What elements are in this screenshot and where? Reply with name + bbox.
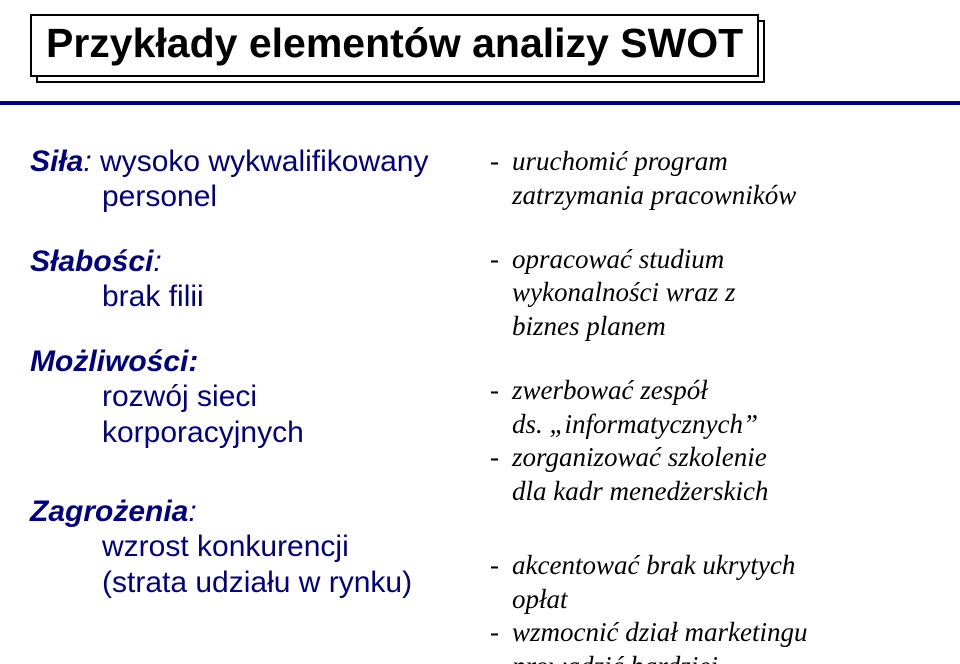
- sub-sila: personel: [102, 179, 490, 215]
- rblock-1: -uruchomić program zatrzymania pracownik…: [490, 145, 930, 213]
- tail-sila: wysoko wykwalifikowany: [92, 145, 429, 178]
- sub2-zagrozenia: (strata udziału w rynku): [102, 565, 490, 601]
- colon-zagrozenia: :: [188, 495, 196, 528]
- txt-3-2: ds. „informatycznych”: [512, 408, 930, 442]
- title-underline: [0, 101, 960, 105]
- txt-3-1: zwerbować zespół: [512, 374, 930, 408]
- txt-2-2: wykonalności wraz z: [512, 276, 930, 310]
- slide-title: Przykłady elementów analizy SWOT: [30, 14, 759, 77]
- title-wrap: Przykłady elementów analizy SWOT: [30, 14, 759, 77]
- dash-icon: -: [490, 616, 512, 650]
- txt-4-4: prowadzić bardziej: [512, 650, 930, 664]
- li-2-1: -opracować studium: [490, 243, 930, 277]
- content: Siła: wysoko wykwalifikowany personel Sł…: [30, 145, 930, 664]
- block-zagrozenia: Zagrożenia: wzrost konkurencji (strata u…: [30, 495, 490, 601]
- dash-icon: -: [490, 243, 512, 277]
- label-mozliwosci: Możliwości:: [30, 345, 198, 378]
- dash-icon: -: [490, 441, 512, 475]
- txt-1-1: uruchomić program: [512, 145, 930, 179]
- txt-3-4: dla kadr menedżerskich: [512, 475, 930, 509]
- txt-3-3: zorganizować szkolenie: [512, 441, 930, 475]
- txt-1-2: zatrzymania pracowników: [512, 179, 930, 213]
- txt-4-1: akcentować brak ukrytych: [512, 549, 930, 583]
- block-mozliwosci: Możliwości: rozwój sieci korporacyjnych: [30, 345, 490, 451]
- colon-slabosci: :: [153, 245, 161, 278]
- label-sila: Siła: [30, 145, 83, 178]
- li-3-1: -zwerbować zespół: [490, 374, 930, 408]
- heading-zagrozenia: Zagrożenia:: [30, 495, 490, 529]
- label-zagrozenia: Zagrożenia: [30, 495, 188, 528]
- dash-icon: -: [490, 549, 512, 583]
- txt-4-3: wzmocnić dział marketingu: [512, 616, 930, 650]
- sub1-mozliwosci: rozwój sieci: [102, 379, 490, 415]
- sub-slabosci: brak filii: [102, 279, 490, 315]
- right-column: -uruchomić program zatrzymania pracownik…: [490, 145, 930, 664]
- li-1-1: -uruchomić program: [490, 145, 930, 179]
- txt-2-3: biznes planem: [512, 310, 930, 344]
- li-4-1: -akcentować brak ukrytych: [490, 549, 930, 583]
- colon-sila: :: [83, 145, 91, 178]
- label-slabosci: Słabości: [30, 245, 153, 278]
- block-sila: Siła: wysoko wykwalifikowany personel: [30, 145, 490, 215]
- txt-4-2: opłat: [512, 583, 930, 617]
- dash-icon: -: [490, 374, 512, 408]
- block-slabosci: Słabości: brak filii: [30, 245, 490, 315]
- heading-slabosci: Słabości:: [30, 245, 490, 279]
- sub2-mozliwosci: korporacyjnych: [102, 415, 490, 451]
- heading-mozliwosci: Możliwości:: [30, 345, 490, 379]
- rblock-4: -akcentować brak ukrytych opłat -wzmocni…: [490, 549, 930, 664]
- li-3-3: -zorganizować szkolenie: [490, 441, 930, 475]
- heading-sila: Siła: wysoko wykwalifikowany: [30, 145, 490, 179]
- rblock-2: -opracować studium wykonalności wraz z b…: [490, 243, 930, 344]
- left-column: Siła: wysoko wykwalifikowany personel Sł…: [30, 145, 490, 664]
- txt-2-1: opracować studium: [512, 243, 930, 277]
- sub1-zagrozenia: wzrost konkurencji: [102, 529, 490, 565]
- li-4-3: -wzmocnić dział marketingu: [490, 616, 930, 650]
- rblock-3: -zwerbować zespół ds. „informatycznych” …: [490, 374, 930, 509]
- dash-icon: -: [490, 145, 512, 179]
- slide: Przykłady elementów analizy SWOT Siła: w…: [0, 0, 960, 664]
